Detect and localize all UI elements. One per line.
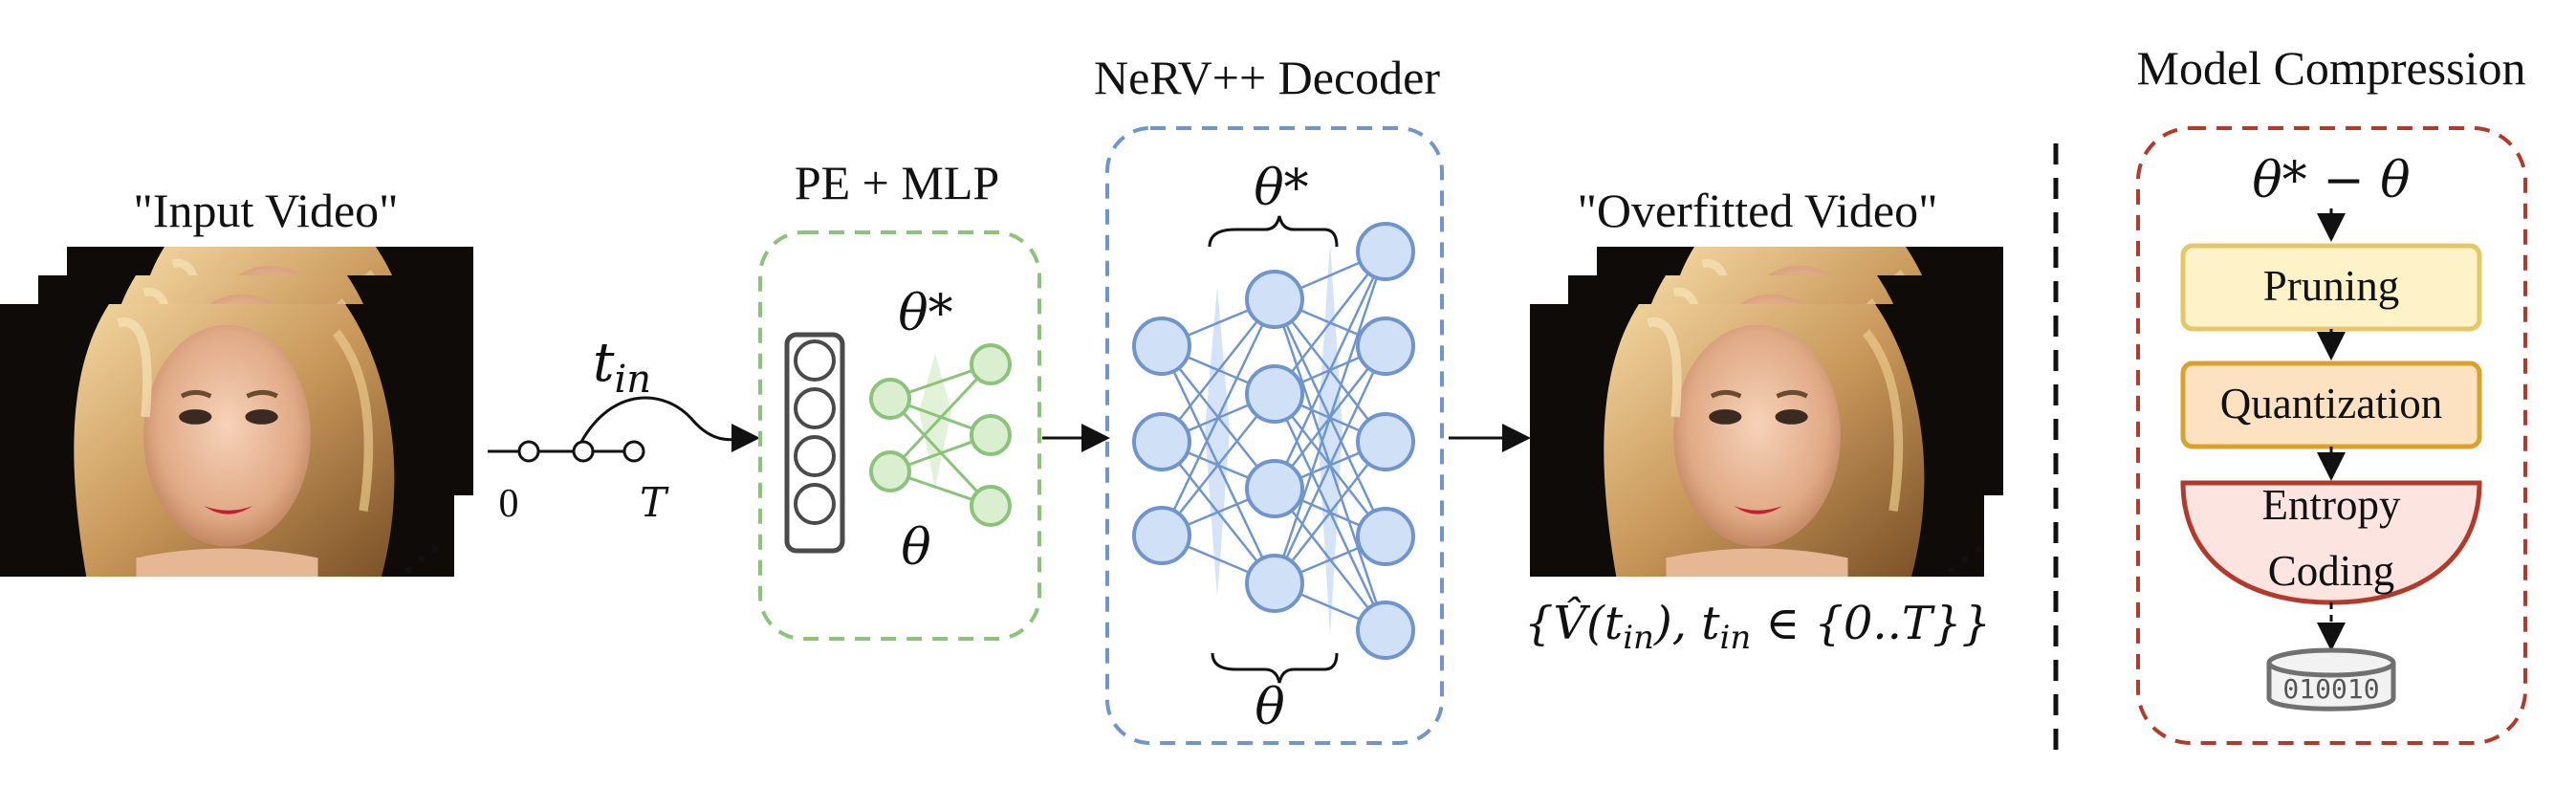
pe-mlp-title: PE + MLP <box>795 156 999 209</box>
output-more-frames-ellipsis <box>1948 545 1982 574</box>
theta-difference-label: θ* − θ <box>2252 152 2410 209</box>
time-sample-node <box>622 440 645 463</box>
output-video-frames-icon <box>1530 247 2003 577</box>
t-in-label: tin <box>593 332 651 402</box>
decoder-title: NeRV++ Decoder <box>1094 51 1440 104</box>
nerv-decoder-block: NeRV++ Decoder θ* θ <box>1094 51 1444 745</box>
input-video-frames-icon <box>0 247 473 577</box>
pe-vector-icon <box>784 332 845 554</box>
time-sample-node <box>517 440 540 463</box>
input-video-title: "Input Video" <box>133 184 398 237</box>
decoder-network-icon <box>1132 222 1415 660</box>
axis-zero-label: 0 <box>499 482 519 526</box>
input-video-group: "Input Video" <box>0 184 473 577</box>
overfitted-video-group: "Overfitted Video" {V̂(tin), tin ∈ {0..T… <box>1524 184 2003 657</box>
database-disk-icon <box>2266 647 2396 711</box>
mlp-theta-label: θ <box>901 519 930 577</box>
input-more-frames-ellipsis <box>404 545 439 574</box>
quantization-label: Quantization <box>2220 380 2442 427</box>
t-in-arrow <box>579 396 760 453</box>
theta-star-brace <box>1208 215 1339 248</box>
axis-T-label: T <box>640 479 669 526</box>
compression-title: Model Compression <box>2137 41 2526 95</box>
bitstream-label: 010010 <box>2282 673 2379 705</box>
mlp-theta-star-label: θ* <box>898 285 952 342</box>
time-sample-node <box>572 440 595 463</box>
model-compression-block: Model Compression θ* − θ Pruning Quantiz… <box>2136 41 2527 745</box>
theta-brace <box>1211 652 1339 684</box>
overfitted-video-title: "Overfitted Video" <box>1577 184 1937 237</box>
time-axis: 0 T tin <box>488 332 760 526</box>
output-set-formula: {V̂(tin), tin ∈ {0..T}} <box>1524 595 1991 657</box>
decoder-theta-label: θ <box>1255 679 1284 736</box>
mlp-network-icon <box>869 343 1012 527</box>
entropy-label-line1: Entropy <box>2262 481 2401 529</box>
decoder-theta-star-label: θ* <box>1254 160 1308 217</box>
compression-dashed-box <box>2136 126 2527 745</box>
pruning-label: Pruning <box>2263 262 2400 310</box>
decoder-dashed-box <box>1105 126 1444 745</box>
pe-mlp-block: PE + MLP θ* θ <box>758 156 1041 641</box>
pe-mlp-dashed-box <box>758 230 1041 641</box>
entropy-label-line2: Coding <box>2268 547 2395 595</box>
entropy-coding-stage <box>2180 480 2482 605</box>
